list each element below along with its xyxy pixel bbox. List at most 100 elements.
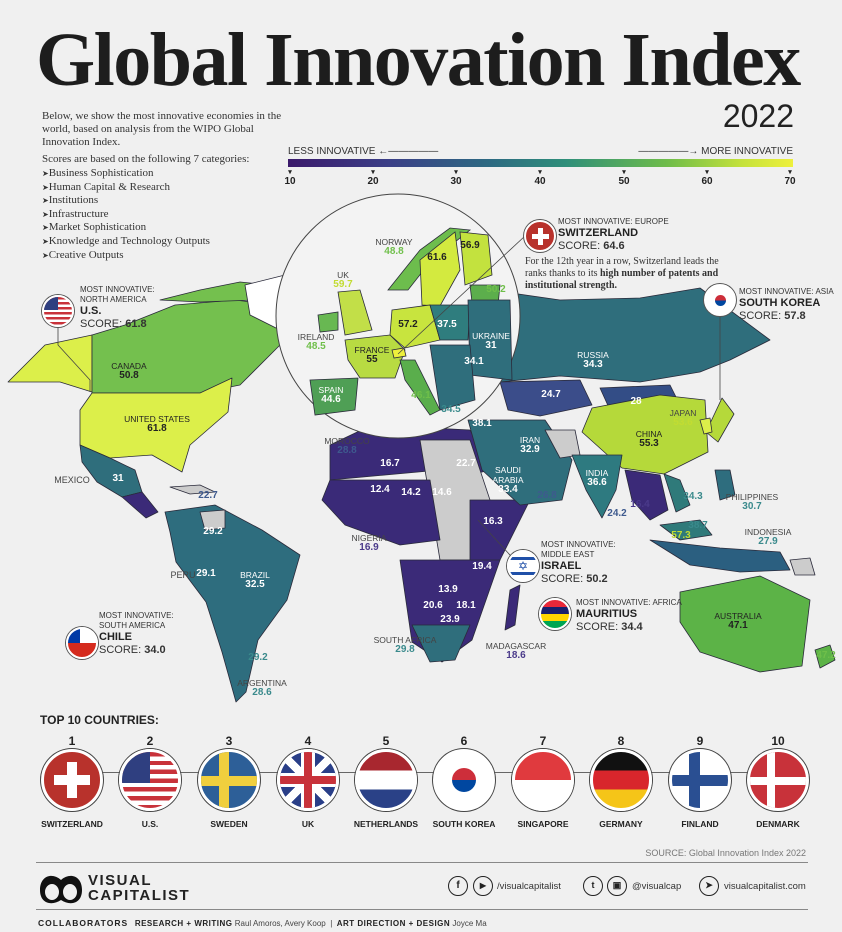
country-name: NETHERLANDS [353,819,419,829]
map-label-sweden: 61.6 [427,252,447,263]
map-label-madagascar: MADAGASCAR 18.6 [485,641,547,661]
region-southeast-asia [624,469,669,521]
rank: 5 [382,734,390,748]
map-label-norway: NORWAY 48.8 [375,237,413,257]
map-label-ethiopia: 16.3 [483,516,503,527]
region-south-africa [411,624,471,663]
top10-item: 3 SWEDEN [191,735,267,829]
callout-asia: MOST INNOVATIVE: ASIA SOUTH KOREA SCORE:… [739,287,834,322]
region-south-america [164,504,301,703]
map-label-russia: RUSSIA 34.3 [577,350,609,370]
map-label-united-states: UNITED STATES 61.8 [124,414,190,434]
top10-item: 10 DENMARK [740,735,816,829]
map-label-philippines: PHILIPPINES 30.7 [725,492,779,512]
social-handle-facebook-youtube[interactable]: /visualcapitalist [497,881,561,892]
region-italy [399,359,441,416]
map-label-iran: IRAN 32.9 [519,435,541,455]
region-spain [309,377,359,416]
top10-item: 5 NETHERLANDS [348,735,424,829]
legend-tick: 60 [701,170,712,187]
collaborators: COLLABORATORS RESEARCH + WRITING Raul Am… [38,918,487,928]
facebook-icon[interactable]: f [448,876,468,896]
rank: 2 [146,734,154,748]
top10-item: 6 SOUTH KOREA [426,735,502,829]
callout-south-america: MOST INNOVATIVE: SOUTH AMERICA CHILE SCO… [99,611,174,656]
region-poland [429,304,471,341]
map-label-india: INDIA 36.6 [585,468,609,488]
rank: 10 [771,734,785,748]
map-label-mexico: MEXICO [54,475,90,485]
map-label-italy: 46.1 [411,390,431,401]
cursor-icon[interactable]: ➤ [699,876,719,896]
top10-item: 2 U.S. [112,735,188,829]
region-france [344,334,406,379]
rank: 1 [68,734,76,748]
map-label-morocco: MOROCCO 28.8 [324,436,370,456]
region-vietnam [663,473,691,513]
intro-text: Below, we show the most innovative econo… [42,110,282,148]
year: 2022 [722,98,794,134]
denmark-flag-icon [747,749,809,811]
map-label-mexico-score: 31 [112,473,124,484]
rank: 9 [696,734,704,748]
divider [36,909,808,910]
region-balkans [429,344,476,411]
country-name: UK [301,819,315,829]
category-item: Institutions [42,194,210,208]
map-label-china: CHINA 55.3 [635,429,663,449]
rank: 3 [225,734,233,748]
youtube-icon[interactable]: ▶ [473,876,493,896]
us-flag-icon [42,295,74,327]
map-label-egypt: 22.7 [456,458,476,469]
sweden-flag-icon [198,749,260,811]
website-link[interactable]: visualcapitalist.com [724,881,806,892]
region-malaysia [659,519,713,541]
map-label-romania: 34.1 [464,356,484,367]
country-name: SINGAPORE [517,819,569,829]
map-label-saudi-arabia: SAUDI ARABIA 33.4 [492,465,524,495]
map-label-argentina: ARGENTINA 28.6 [237,678,287,698]
legend-less-label: LESS INNOVATIVE ←————— [288,146,439,157]
europe-description: For the 12th year in a row, Switzerland … [525,256,719,291]
twitter-icon[interactable]: t [583,876,603,896]
map-label-canada: CANADA 50.8 [111,361,147,381]
map-label-uk: UK 59.7 [333,270,353,290]
europe-inset [275,193,521,439]
map-label-zimbabwe: 18.1 [456,600,476,611]
map-label-indonesia: INDONESIA 27.9 [744,527,792,547]
map-label-ukraine: UKRAINE 31 [472,331,510,351]
rank: 7 [539,734,547,748]
callout-middle-east: MOST INNOVATIVE: MIDDLE EAST ISRAEL SCOR… [541,540,616,585]
rank: 4 [304,734,312,748]
visual-capitalist-logo-icon [40,875,82,904]
map-label-ireland: IRELAND 48.5 [297,332,335,352]
divider [36,862,808,863]
rank: 8 [617,734,625,748]
map-label-jamaica: 22.7 [198,490,218,501]
map-label-malaysia: 38.7 [688,520,708,531]
social-handle-twitter-instagram[interactable]: @visualcap [632,881,682,892]
uk-flag-icon [277,749,339,811]
map-label-tanzania: 19.4 [472,561,492,572]
singapore-flag-icon [512,749,574,811]
legend-tick: 10 [284,170,295,187]
instagram-icon[interactable]: ▣ [607,876,627,896]
country-name: GERMANY [599,819,643,829]
top10-connector [72,772,778,773]
map-label-nigeria: NIGERIA 16.9 [351,533,387,553]
visual-capitalist-logo-text: VISUAL CAPITALIST [88,872,191,904]
map-label-oman: 26.8 [537,490,557,501]
region-russia [489,287,771,383]
map-label-japan: JAPAN 53.6 [669,408,697,428]
map-label-uruguay: 29.2 [248,652,268,663]
map-label-poland: 37.5 [437,319,457,330]
region-caribbean [169,484,216,495]
category-item: Business Sophistication [42,167,210,181]
map-label-new-zealand: 47.2 [816,650,836,661]
map-label-estonia: 50.2 [486,284,506,295]
map-label-angola: 13.9 [438,584,458,595]
finland-flag-icon [669,749,731,811]
map-label-germany: 57.2 [398,319,418,330]
legend-tick: 70 [784,170,795,187]
region-kazakhstan [499,379,593,417]
